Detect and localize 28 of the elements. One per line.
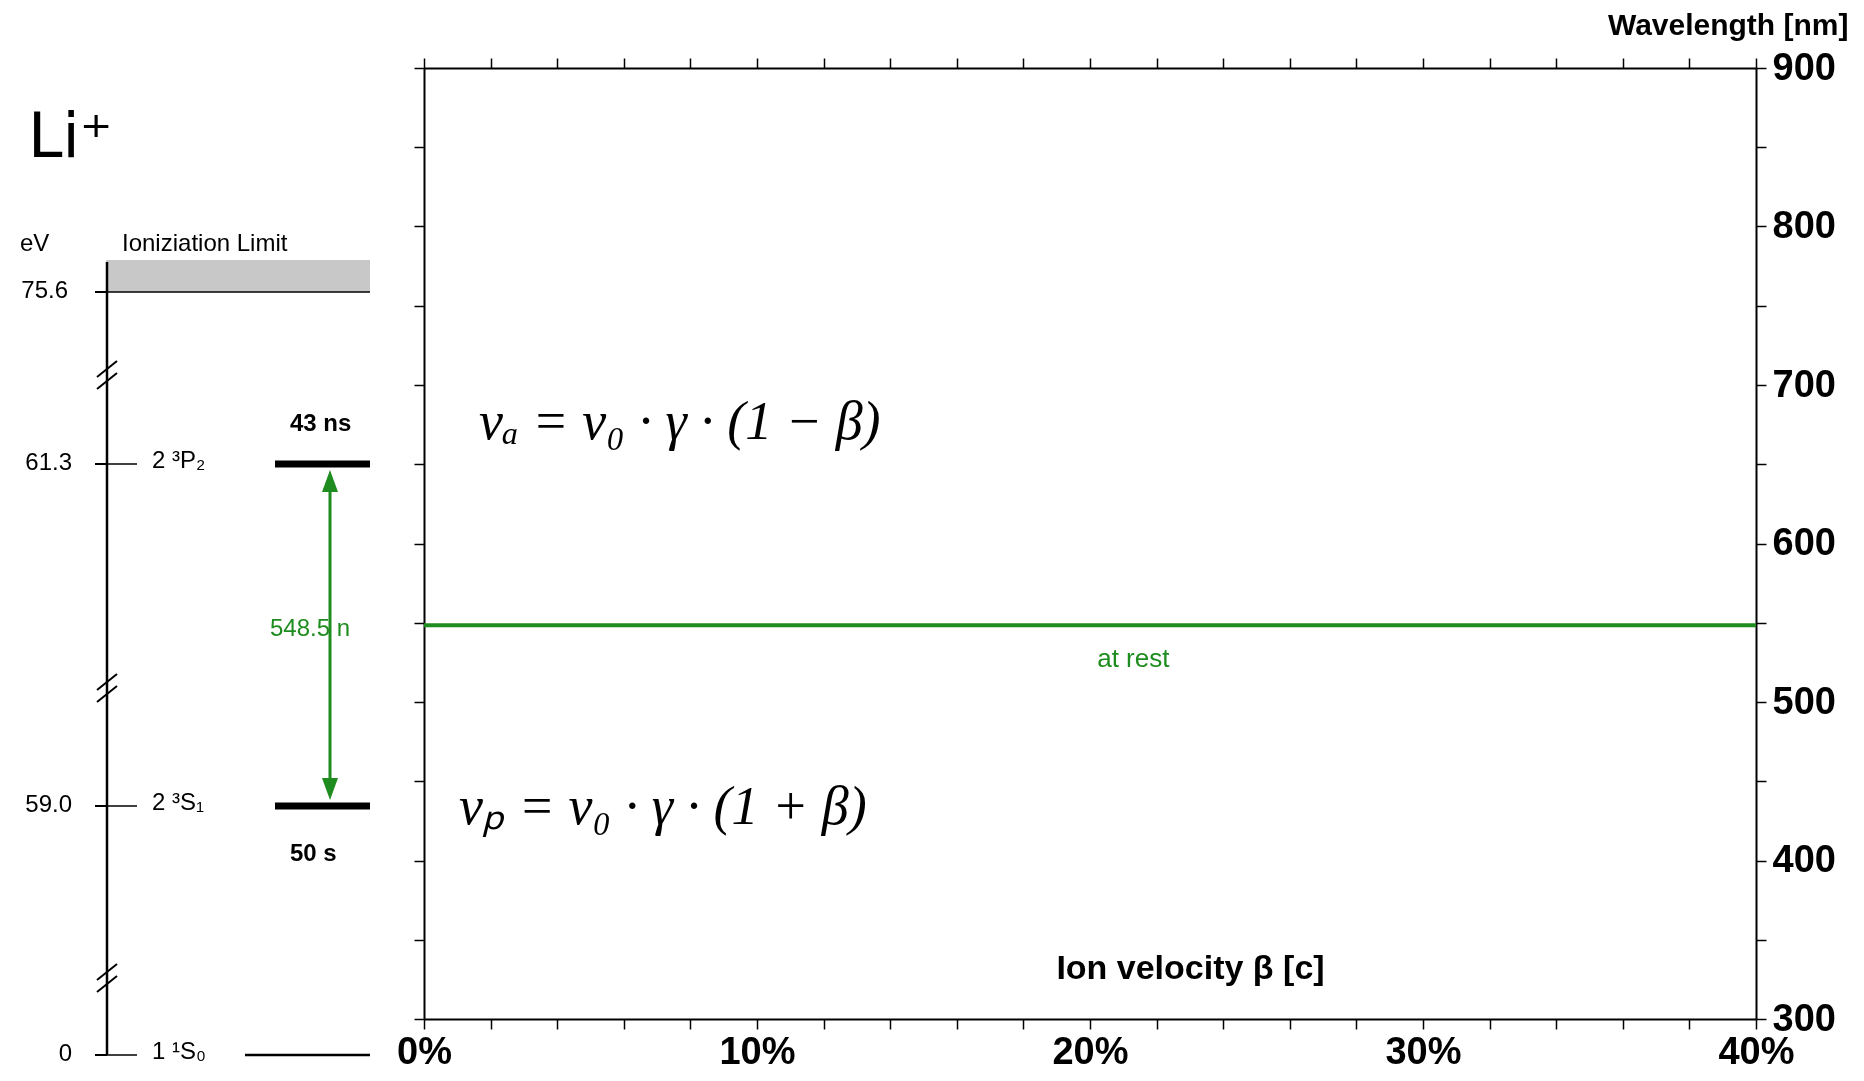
- annotation: at rest: [1097, 643, 1171, 674]
- text: Ioniziation Limit: [122, 229, 288, 257]
- text: 59.0: [25, 790, 72, 818]
- x-axis-title: Ion velocity β [c]: [1056, 947, 1325, 986]
- x-tick-label: 30%: [1385, 1029, 1462, 1072]
- text: 2 ³P₂: [152, 446, 206, 474]
- text: 1 ¹S₀: [152, 1037, 206, 1065]
- text: 548.5 n: [270, 614, 351, 642]
- text: 50 s: [290, 839, 337, 867]
- y-tick-label: 400: [1772, 838, 1836, 880]
- y-tick-label: 500: [1772, 679, 1836, 722]
- annotation: νₐ = ν₀ · γ · (1 − β): [479, 391, 881, 451]
- text: 0: [58, 1039, 72, 1067]
- y-axis-title: Wavelength [nm]: [1607, 7, 1849, 41]
- text: eV: [20, 229, 50, 257]
- text: 61.3: [25, 448, 72, 476]
- y-tick-label: 900: [1772, 45, 1836, 88]
- x-tick-label: 20%: [1052, 1029, 1129, 1072]
- x-tick-label: 10%: [719, 1029, 796, 1072]
- y-tick-label: 800: [1772, 204, 1836, 246]
- y-tick-label: 700: [1772, 362, 1836, 405]
- text: 75.6: [21, 276, 68, 304]
- annotation: νₚ = ν₀ · γ · (1 + β): [459, 776, 867, 837]
- y-tick-label: 600: [1772, 521, 1836, 563]
- text: 2 ³S₁: [152, 788, 205, 816]
- text: Li⁺: [28, 99, 113, 173]
- text: 43 ns: [290, 409, 352, 437]
- x-tick-label: 0%: [397, 1029, 452, 1072]
